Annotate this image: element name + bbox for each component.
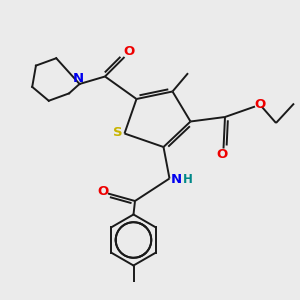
Text: S: S xyxy=(113,126,123,140)
Text: O: O xyxy=(216,148,228,161)
Text: O: O xyxy=(123,45,135,58)
Text: N: N xyxy=(170,172,182,186)
Text: H: H xyxy=(183,172,193,186)
Text: N: N xyxy=(72,72,84,85)
Text: O: O xyxy=(255,98,266,111)
Text: O: O xyxy=(97,184,108,198)
